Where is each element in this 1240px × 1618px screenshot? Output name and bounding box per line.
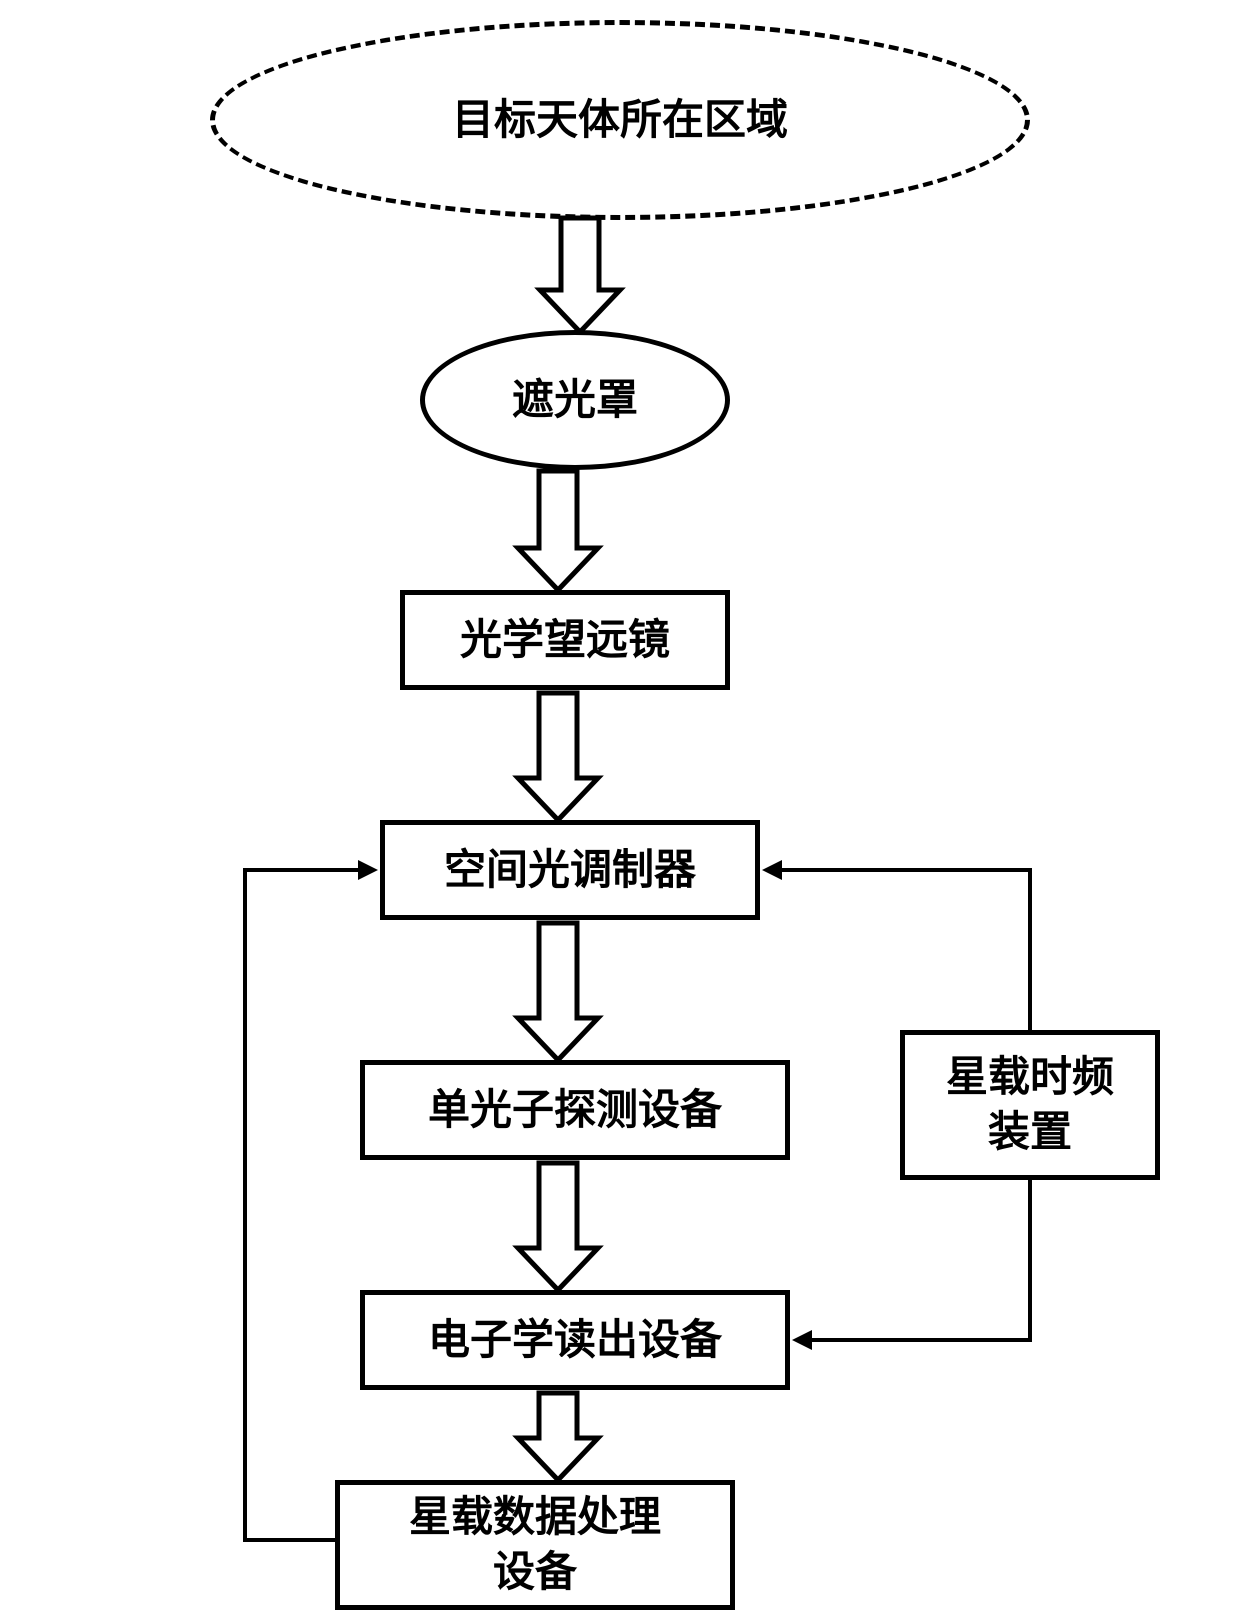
diagram-container: 目标天体所在区域 遮光罩 光学望远镜 空间光调制器 单光子探测设备 电子学读出设… — [0, 0, 1240, 1618]
arrow-timefreq-to-readout — [0, 0, 1240, 1618]
